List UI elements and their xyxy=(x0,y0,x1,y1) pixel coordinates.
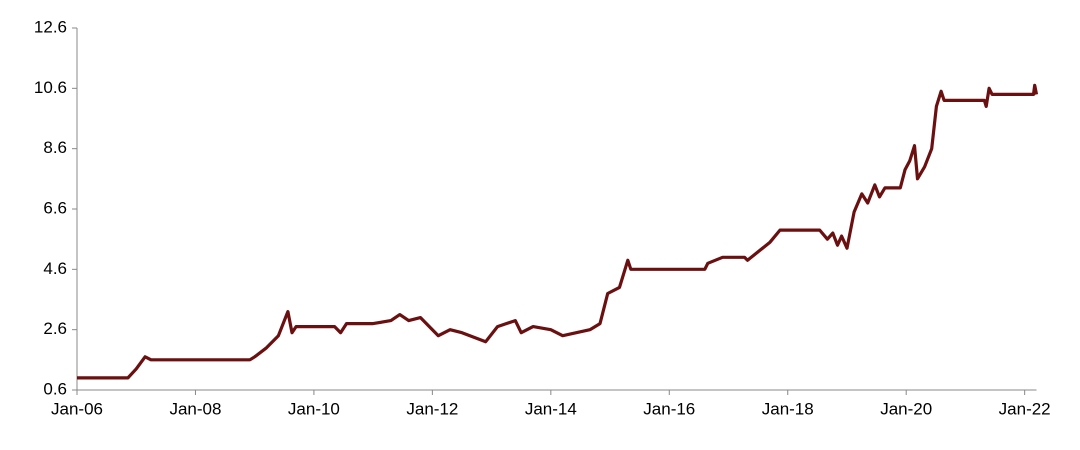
x-tick-label: Jan-20 xyxy=(880,399,932,418)
y-tick-label: 8.6 xyxy=(43,138,67,157)
x-tick-label: Jan-06 xyxy=(51,399,103,418)
x-tick-label: Jan-10 xyxy=(288,399,340,418)
x-tick-label: Jan-12 xyxy=(406,399,458,418)
y-tick-label: 2.6 xyxy=(43,319,67,338)
y-tick-label: 6.6 xyxy=(43,198,67,217)
x-tick-label: Jan-14 xyxy=(525,399,577,418)
y-tick-label: 0.6 xyxy=(43,379,67,398)
y-tick-label: 4.6 xyxy=(43,259,67,278)
x-tick-label: Jan-22 xyxy=(999,399,1051,418)
y-tick-label: 10.6 xyxy=(34,78,67,97)
x-tick-label: Jan-18 xyxy=(762,399,814,418)
x-tick-label: Jan-08 xyxy=(169,399,221,418)
y-tick-label: 12.6 xyxy=(34,17,67,36)
x-tick-label: Jan-16 xyxy=(643,399,695,418)
line-series xyxy=(77,83,1039,380)
